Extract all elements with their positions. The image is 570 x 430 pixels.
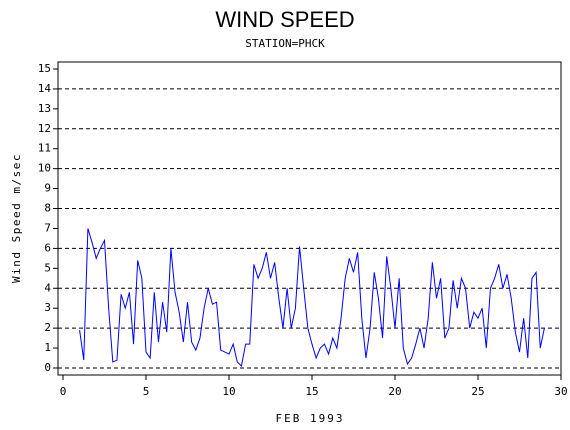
y-tick-label: 3: [44, 301, 51, 314]
y-tick-label: 11: [38, 142, 51, 155]
y-tick-label: 5: [44, 261, 51, 274]
x-tick-label: 10: [222, 385, 235, 398]
y-tick-label: 2: [44, 321, 51, 334]
y-tick-label: 6: [44, 241, 51, 254]
y-tick-label: 10: [38, 162, 51, 175]
x-axis-label: FEB 1993: [276, 412, 345, 425]
x-tick-label: 0: [60, 385, 67, 398]
plot-frame: [57, 61, 562, 376]
x-tick-label: 30: [554, 385, 567, 398]
y-tick-label: 13: [38, 102, 51, 115]
data-line: [79, 228, 545, 368]
y-tick-label: 8: [44, 202, 51, 215]
y-tick-label: 14: [38, 82, 52, 95]
x-tick-label: 15: [305, 385, 318, 398]
chart-title: WIND SPEED: [215, 7, 354, 32]
x-tick-label: 20: [388, 385, 401, 398]
y-tick-label: 1: [44, 341, 51, 354]
chart-subtitle: STATION=PHCK: [245, 37, 325, 50]
y-tick-label: 9: [44, 182, 51, 195]
y-tick-label: 4: [44, 281, 51, 294]
y-tick-label: 12: [38, 122, 51, 135]
x-tick-label: 5: [143, 385, 150, 398]
y-axis-label: Wind Speed m/sec: [10, 153, 23, 283]
x-tick-label: 25: [471, 385, 484, 398]
y-tick-label: 0: [44, 361, 51, 374]
y-tick-label: 7: [44, 221, 51, 234]
y-tick-label: 15: [38, 62, 51, 75]
